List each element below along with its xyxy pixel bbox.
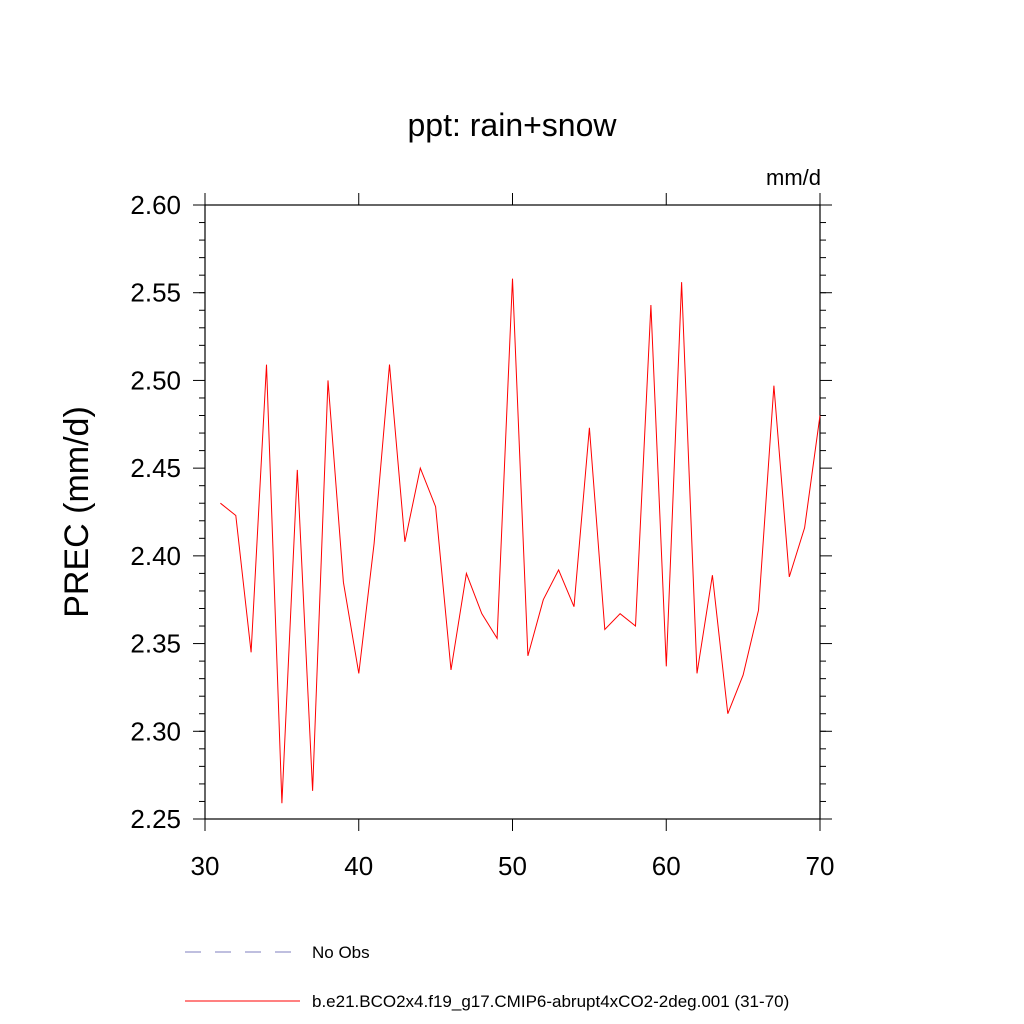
data-point xyxy=(558,569,559,570)
data-point xyxy=(327,380,328,381)
data-point xyxy=(281,803,282,804)
data-point xyxy=(635,625,636,626)
y-tick-label: 2.35 xyxy=(130,629,181,659)
data-point xyxy=(604,629,605,630)
legend-label-no-obs: No Obs xyxy=(312,943,370,962)
series-line-precipitation xyxy=(220,278,821,804)
data-point xyxy=(666,666,667,667)
plot-frame xyxy=(204,204,821,820)
y-tick-label: 2.55 xyxy=(130,278,181,308)
data-point xyxy=(235,515,236,516)
y-tick-labels: 2.25 2.30 2.35 2.40 2.45 2.50 2.55 2.60 xyxy=(130,190,181,834)
data-point xyxy=(773,385,774,386)
data-point xyxy=(297,469,298,470)
x-tick-labels: 30 40 50 60 70 xyxy=(191,851,835,881)
data-point xyxy=(481,613,482,614)
y-tick-label: 2.25 xyxy=(130,804,181,834)
data-point xyxy=(696,673,697,674)
x-tick-label: 40 xyxy=(344,851,373,881)
data-point xyxy=(251,652,252,653)
data-point xyxy=(466,573,467,574)
data-point xyxy=(266,364,267,365)
data-point xyxy=(497,638,498,639)
x-tick-label: 70 xyxy=(806,851,835,881)
data-point xyxy=(819,415,820,416)
y-tick-label: 2.30 xyxy=(130,716,181,746)
data-point xyxy=(589,427,590,428)
data-point xyxy=(312,790,313,791)
data-point xyxy=(358,673,359,674)
x-tick-label: 50 xyxy=(498,851,527,881)
data-point xyxy=(743,675,744,676)
x-tick-label: 60 xyxy=(652,851,681,881)
data-point xyxy=(727,713,728,714)
data-point xyxy=(681,282,682,283)
y-tick-label: 2.60 xyxy=(130,190,181,220)
legend: No Obs b.e21.BCO2x4.f19_g17.CMIP6-abrupt… xyxy=(185,943,789,1011)
data-point xyxy=(512,278,513,279)
legend-label-model: b.e21.BCO2x4.f19_g17.CMIP6-abrupt4xCO2-2… xyxy=(312,992,789,1011)
x-tick-label: 30 xyxy=(191,851,220,881)
data-point xyxy=(573,606,574,607)
data-point xyxy=(450,669,451,670)
data-point xyxy=(712,575,713,576)
y-tick-label: 2.50 xyxy=(130,365,181,395)
data-point xyxy=(220,503,221,504)
data-point xyxy=(389,364,390,365)
data-point xyxy=(420,468,421,469)
data-point xyxy=(374,543,375,544)
data-point xyxy=(435,506,436,507)
axis-ticks xyxy=(193,193,832,831)
data-point xyxy=(543,599,544,600)
data-point xyxy=(620,613,621,614)
data-point xyxy=(527,655,528,656)
y-axis-label: PREC (mm/d) xyxy=(58,406,96,618)
y-tick-label: 2.45 xyxy=(130,453,181,483)
data-point xyxy=(789,576,790,577)
data-point xyxy=(404,541,405,542)
units-label: mm/d xyxy=(766,165,821,190)
data-point xyxy=(758,610,759,611)
chart-title: ppt: rain+snow xyxy=(407,107,617,143)
data-point xyxy=(804,527,805,528)
y-tick-label: 2.40 xyxy=(130,541,181,571)
data-point xyxy=(343,582,344,583)
data-point xyxy=(650,304,651,305)
